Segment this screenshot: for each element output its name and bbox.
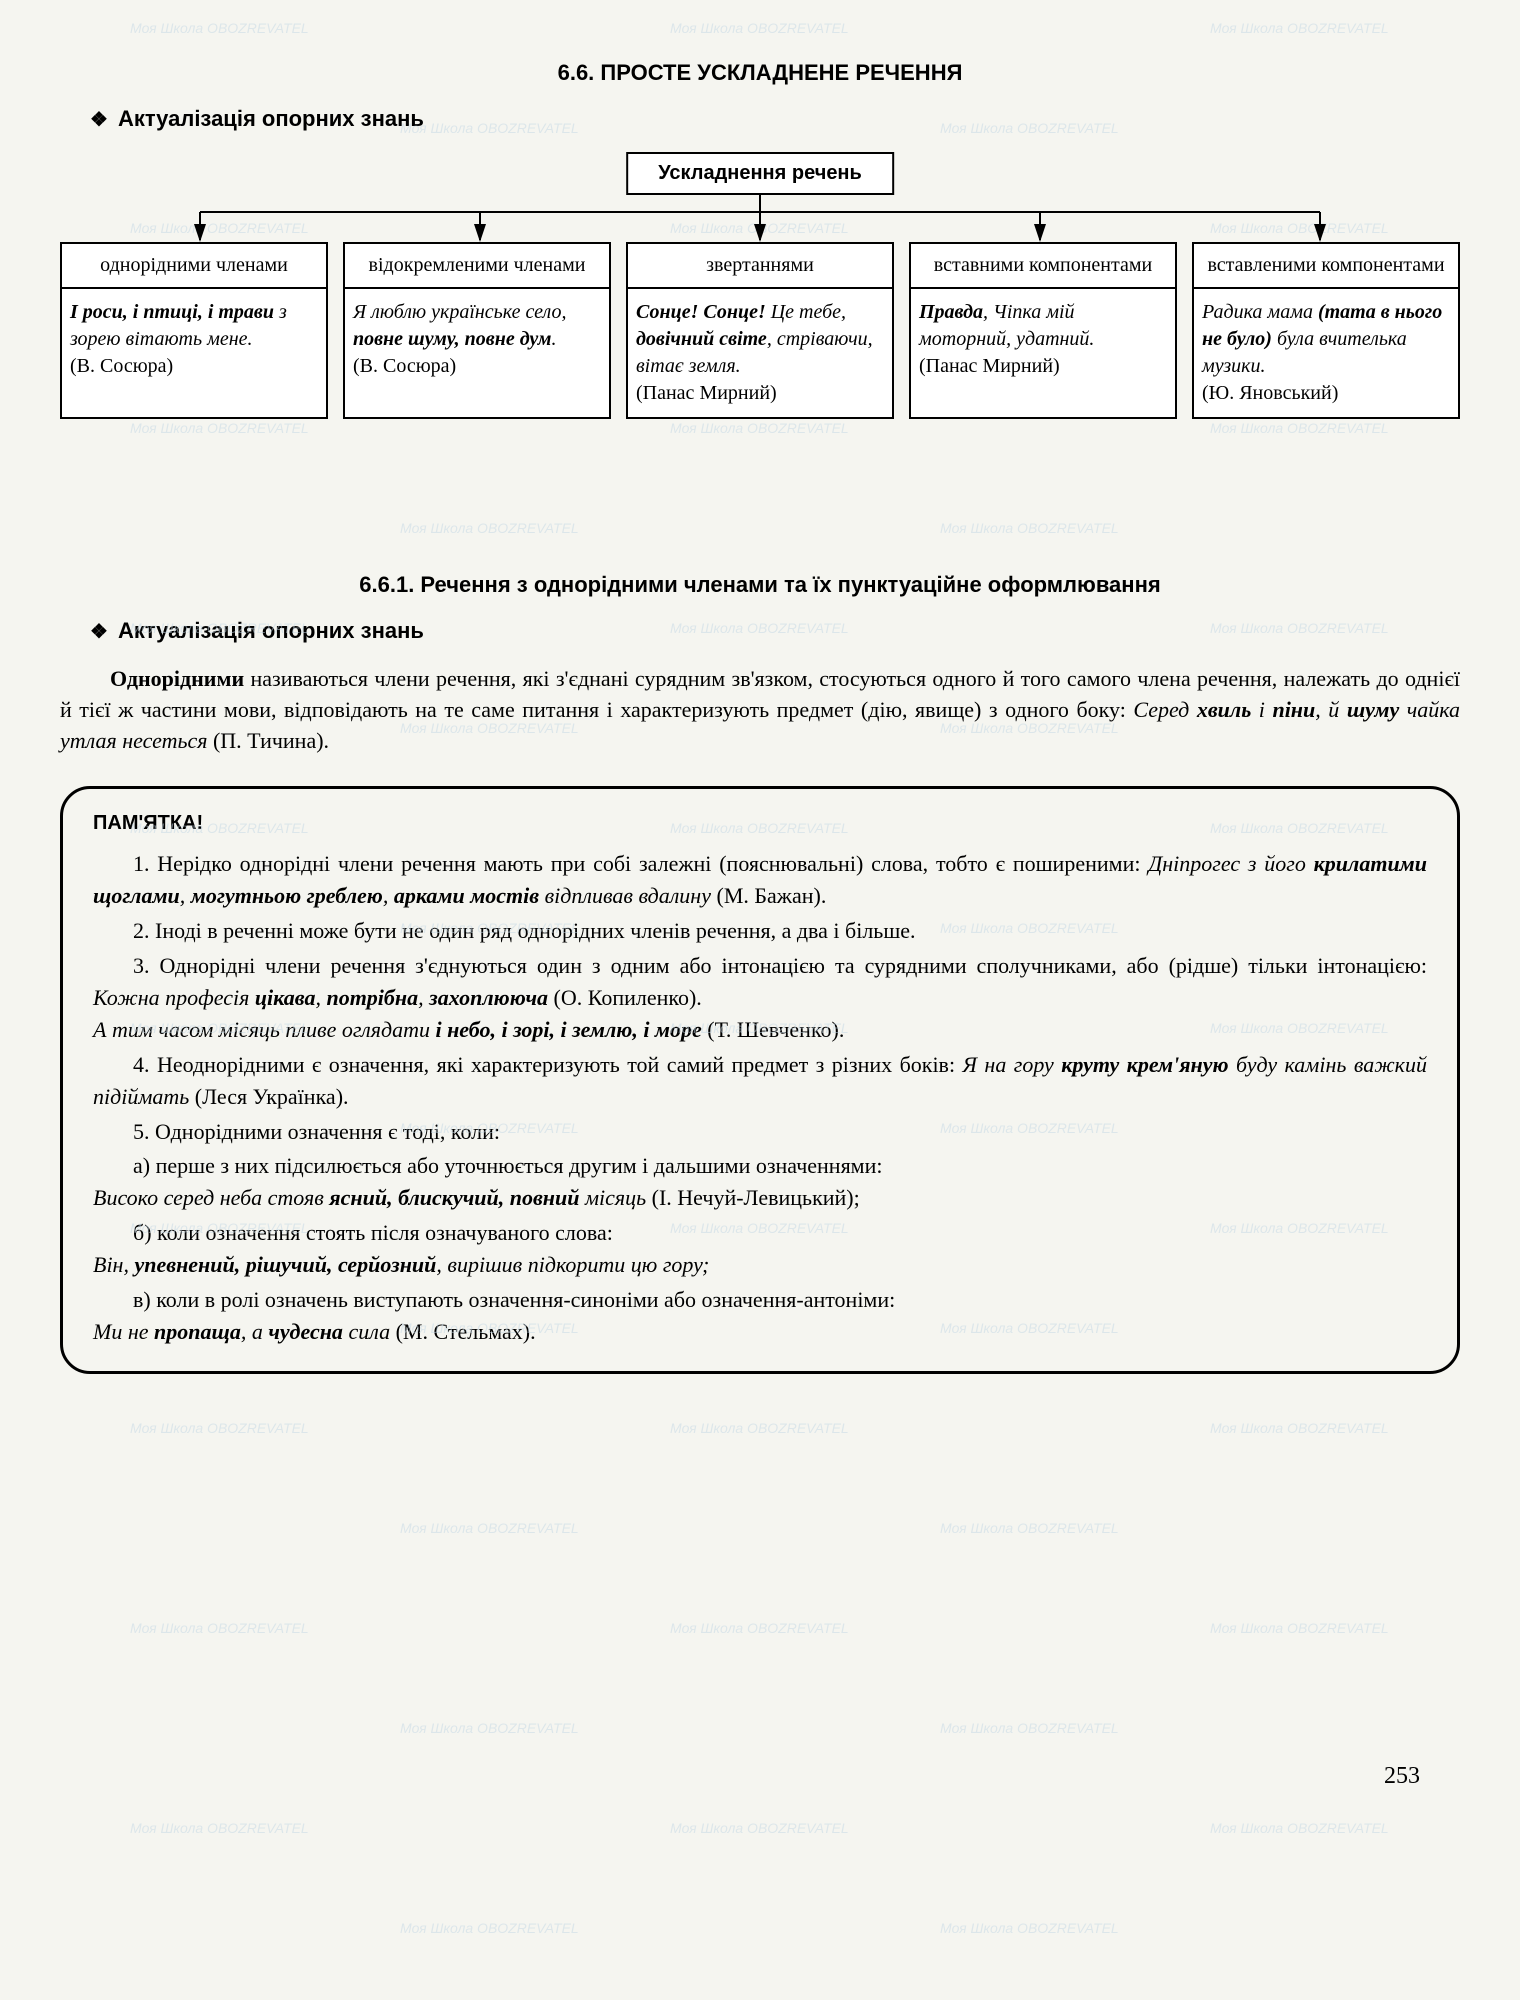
memo-box: ПАМ'ЯТКА! 1. Нерідко однорідні члени реч…	[60, 786, 1460, 1373]
watermark: Моя Школа OBOZREVATEL	[1210, 1420, 1389, 1436]
watermark: Моя Школа OBOZREVATEL	[940, 1720, 1119, 1736]
page-number: 253	[1384, 1763, 1420, 1790]
branch-header: відокремленими членами	[345, 244, 609, 289]
branch-header: однорідними членами	[62, 244, 326, 289]
diagram-branch: вставними компонентамиПравда, Чіпка мій …	[909, 242, 1177, 419]
watermark: Моя Школа OBOZREVATEL	[1210, 20, 1389, 36]
watermark: Моя Школа OBOZREVATEL	[400, 1920, 579, 1936]
diagram-branch: відокремленими членамиЯ люблю українське…	[343, 242, 611, 419]
memo-title: ПАМ'ЯТКА!	[93, 809, 1427, 838]
memo-item: 1. Нерідко однорідні члени речення мають…	[93, 848, 1427, 912]
watermark: Моя Школа OBOZREVATEL	[670, 1420, 849, 1436]
watermark: Моя Школа OBOZREVATEL	[670, 1820, 849, 1836]
branch-example: І роси, і птиці, і трави з зорею вітають…	[62, 289, 326, 390]
watermark: Моя Школа OBOZREVATEL	[670, 20, 849, 36]
diamond-icon: ❖	[90, 619, 108, 644]
section-title: 6.6. ПРОСТЕ УСКЛАДНЕНЕ РЕЧЕННЯ	[60, 60, 1460, 86]
memo-subitem: б) коли означення стоять після означуван…	[93, 1217, 1427, 1281]
watermark: Моя Школа OBOZREVATEL	[940, 1520, 1119, 1536]
diagram-branch: вставленими компонентамиРадика мама (тат…	[1192, 242, 1460, 419]
branch-example: Я люблю українське село, повне шуму, пов…	[345, 289, 609, 390]
definition-paragraph: Однорідними називаються члени речення, я…	[60, 664, 1460, 756]
branch-example: Правда, Чіпка мій моторний, удатний.(Пан…	[911, 289, 1175, 390]
branch-header: вставними компонентами	[911, 244, 1175, 289]
branch-header: вставленими компонентами	[1194, 244, 1458, 289]
watermark: Моя Школа OBOZREVATEL	[1210, 1820, 1389, 1836]
branch-example: Радика мама (тата в нього не було) була …	[1194, 289, 1458, 417]
diagram-complication-types: Ускладнення речень однорідними членамиІ …	[60, 152, 1460, 532]
watermark: Моя Школа OBOZREVATEL	[400, 1520, 579, 1536]
watermark: Моя Школа OBOZREVATEL	[130, 1420, 309, 1436]
memo-subitem: а) перше з них підсилюється або уточнюєт…	[93, 1150, 1427, 1214]
watermark: Моя Школа OBOZREVATEL	[130, 1620, 309, 1636]
memo-item: 5. Однорідними означення є тоді, коли:	[93, 1116, 1427, 1148]
diagram-root: Ускладнення речень	[626, 152, 894, 195]
memo-item: 3. Однорідні члени речення з'єднуються о…	[93, 950, 1427, 1046]
watermark: Моя Школа OBOZREVATEL	[400, 1720, 579, 1736]
memo-item: 2. Іноді в реченні може бути не один ряд…	[93, 915, 1427, 947]
branch-example: Сонце! Сонце! Це тебе, довічний світе, с…	[628, 289, 892, 417]
subtitle-actualization-1: ❖Актуалізація опорних знань	[90, 106, 1460, 132]
branch-header: звертаннями	[628, 244, 892, 289]
watermark: Моя Школа OBOZREVATEL	[940, 1920, 1119, 1936]
diagram-branch: звертаннямиСонце! Сонце! Це тебе, довічн…	[626, 242, 894, 419]
watermark: Моя Школа OBOZREVATEL	[130, 20, 309, 36]
watermark: Моя Школа OBOZREVATEL	[670, 1620, 849, 1636]
diagram-branch: однорідними членамиІ роси, і птиці, і тр…	[60, 242, 328, 419]
subtitle-actualization-2: ❖Актуалізація опорних знань	[90, 618, 1460, 644]
watermark: Моя Школа OBOZREVATEL	[130, 1820, 309, 1836]
diamond-icon: ❖	[90, 107, 108, 132]
memo-item: 4. Неоднорідними є означення, які характ…	[93, 1049, 1427, 1113]
watermark: Моя Школа OBOZREVATEL	[1210, 1620, 1389, 1636]
memo-subitem: в) коли в ролі означень виступають означ…	[93, 1284, 1427, 1348]
subsection-title: 6.6.1. Речення з однорідними членами та …	[60, 572, 1460, 598]
